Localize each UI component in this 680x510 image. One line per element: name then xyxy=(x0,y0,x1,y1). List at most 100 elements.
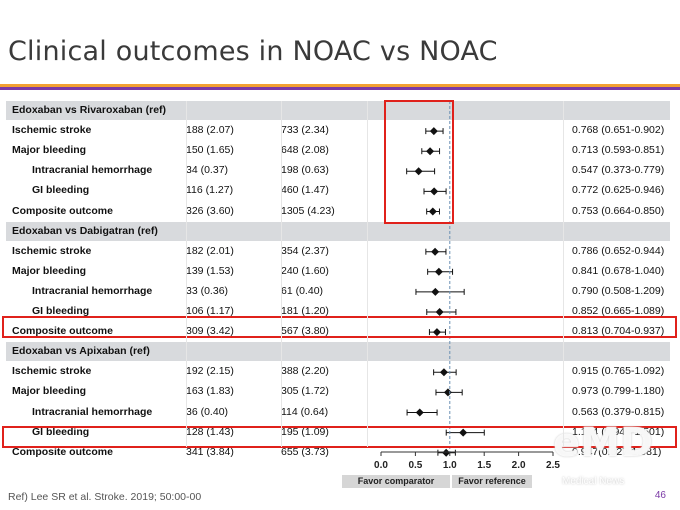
reference-events: 61 (0.40) xyxy=(281,284,324,297)
hazard-ratio-ci: 0.547 (0.373-0.779) xyxy=(572,164,665,177)
group-header-label: Edoxaban vs Dabigatran (ref) xyxy=(12,224,158,237)
hazard-ratio-point xyxy=(459,428,468,437)
reference-events: 195 (1.09) xyxy=(281,425,329,438)
table-row: Composite outcome 341 (3.84) 655 (3.73) 0.9… xyxy=(6,443,670,462)
comparator-events: 106 (1.17) xyxy=(186,305,234,317)
slide-title: Clinical outcomes in NOAC vs NOAC xyxy=(8,36,498,67)
title-underline-orange xyxy=(0,84,680,87)
hazard-ratio-ci: 0.772 (0.625-0.946) xyxy=(572,184,665,197)
outcome-label: Intracranial hemorrhage xyxy=(32,405,153,418)
comparator-events: 33 (0.36) xyxy=(186,284,229,297)
reference-events: 181 (1.20) xyxy=(281,305,329,317)
comparator-events: 150 (1.65) xyxy=(186,144,234,157)
reference-events: 114 (0.64) xyxy=(281,405,329,418)
hazard-ratio-point xyxy=(434,267,443,276)
x-tick-label: 2.5 xyxy=(546,460,560,471)
comparator-events: 309 (3.42) xyxy=(186,325,234,338)
hazard-ratio-point xyxy=(431,287,440,296)
comparator-events: 116 (1.27) xyxy=(186,184,234,197)
highlight-box-dabigatran-composite xyxy=(2,316,677,338)
table-row: Intracranial hemorrhage 33 (0.36) 61 (0.40… xyxy=(6,282,670,301)
hazard-ratio-ci: 0.753 (0.664-0.850) xyxy=(572,204,665,217)
outcome-label: Intracranial hemorrhage xyxy=(32,164,153,177)
legend-favor-reference: Favor reference xyxy=(452,475,532,488)
column-divider xyxy=(281,101,282,447)
comparator-events: 188 (2.07) xyxy=(186,124,234,137)
hazard-ratio-point xyxy=(414,167,423,176)
table-row: Ischemic stroke 188 (2.07) 733 (2.34) 0.768… xyxy=(6,121,670,140)
reference-events: 354 (2.37) xyxy=(281,244,329,257)
outcome-label: Composite outcome xyxy=(12,325,113,338)
hazard-ratio-ci: 0.786 (0.652-0.944) xyxy=(572,244,665,257)
highlight-box-apixaban-composite xyxy=(2,426,677,448)
hazard-ratio-ci: 0.973 (0.799-1.180) xyxy=(572,385,665,398)
hazard-ratio-ci: 0.713 (0.593-0.851) xyxy=(572,144,665,157)
x-tick-label: 1.5 xyxy=(477,460,491,471)
hazard-ratio-ci: 0.813 (0.704-0.937) xyxy=(572,325,665,338)
hazard-ratio-point xyxy=(435,308,444,316)
hazard-ratio-point xyxy=(442,448,451,457)
reference-events: 648 (2.08) xyxy=(281,144,329,157)
outcome-label: Composite outcome xyxy=(12,445,113,458)
hazard-ratio-point xyxy=(429,127,438,136)
comparator-events: 341 (3.84) xyxy=(186,445,234,458)
outcome-label: Ischemic stroke xyxy=(12,124,92,137)
comparator-events: 139 (1.53) xyxy=(186,264,234,277)
table-row: Intracranial hemorrhage 36 (0.40) 114 (0.6… xyxy=(6,403,670,422)
table-row: Intracranial hemorrhage 34 (0.37) 198 (0.6… xyxy=(6,161,670,180)
x-tick-label: 0.5 xyxy=(408,460,422,471)
x-tick-label: 1.0 xyxy=(443,460,457,471)
outcome-label: Major bleeding xyxy=(12,144,87,157)
reference-events: 460 (1.47) xyxy=(281,184,329,197)
group-header-label: Edoxaban vs Rivaroxaban (ref) xyxy=(12,104,167,116)
comparator-events: 34 (0.37) xyxy=(186,164,229,177)
table-row: Major bleeding 139 (1.53) 240 (1.60) 0.841 … xyxy=(6,262,670,281)
reference-citation: Ref) Lee SR et al. Stroke. 2019; 50:00-0… xyxy=(8,491,202,503)
outcome-label: GI bleeding xyxy=(32,305,90,317)
outcome-label: Composite outcome xyxy=(12,204,113,217)
hazard-ratio-point xyxy=(426,147,435,156)
hazard-ratio-ci: 0.841 (0.678-1.040) xyxy=(572,264,665,277)
table-row: Ischemic stroke 192 (2.15) 388 (2.20) 0.915… xyxy=(6,362,670,381)
comparator-events: 163 (1.83) xyxy=(186,385,234,398)
outcome-label: Intracranial hemorrhage xyxy=(32,284,153,297)
x-tick-label: 0.0 xyxy=(374,460,388,471)
hazard-ratio-ci: 0.563 (0.379-0.815) xyxy=(572,405,665,418)
table-row: Composite outcome 326 (3.60) 1305 (4.23) 0.… xyxy=(6,202,670,221)
outcome-label: Ischemic stroke xyxy=(12,365,92,378)
hazard-ratio-point xyxy=(443,388,452,397)
table-row: GI bleeding 128 (1.43) 195 (1.09) 1.194 (0.… xyxy=(6,423,670,442)
comparator-events: 36 (0.40) xyxy=(186,405,229,418)
hazard-ratio-point xyxy=(428,207,437,216)
outcome-label: GI bleeding xyxy=(32,184,90,197)
hazard-ratio-point xyxy=(415,408,424,417)
comparator-events: 192 (2.15) xyxy=(186,365,234,378)
reference-events: 655 (3.73) xyxy=(281,445,329,458)
hazard-ratio-point xyxy=(432,328,441,337)
hazard-ratio-ci: 0.852 (0.665-1.089) xyxy=(572,305,665,317)
outcome-label: GI bleeding xyxy=(32,425,90,438)
column-divider xyxy=(563,101,564,447)
hazard-ratio-ci: 0.947(0.827-1.081) xyxy=(572,445,662,458)
reference-events: 733 (2.34) xyxy=(281,124,329,137)
highlight-box-rivaroxaban-plot xyxy=(384,100,454,224)
table-row: Major bleeding 163 (1.83) 305 (1.72) 0.973 … xyxy=(6,382,670,401)
table-row: Composite outcome 309 (3.42) 567 (3.80) 0.8… xyxy=(6,322,670,341)
reference-events: 305 (1.72) xyxy=(281,385,329,398)
table-row: GI bleeding 106 (1.17) 181 (1.20) 0.852 (0.… xyxy=(6,302,670,321)
reference-events: 388 (2.20) xyxy=(281,365,329,378)
title-underline-purple xyxy=(0,87,680,90)
hazard-ratio-ci: 0.915 (0.765-1.092) xyxy=(572,365,665,378)
hazard-ratio-ci: 0.790 (0.508-1.209) xyxy=(572,284,665,297)
hazard-ratio-point xyxy=(439,368,448,377)
watermark-logo: eMD xyxy=(553,420,654,466)
outcome-label: Ischemic stroke xyxy=(12,244,92,257)
comparator-events: 326 (3.60) xyxy=(186,204,234,217)
group-header: Edoxaban vs Rivaroxaban (ref) xyxy=(6,101,670,120)
table-row: Major bleeding 150 (1.65) 648 (2.08) 0.713 … xyxy=(6,141,670,160)
outcome-label: Major bleeding xyxy=(12,264,87,277)
legend-favor-comparator: Favor comparator xyxy=(342,475,450,488)
column-divider xyxy=(367,101,368,447)
outcome-label: Major bleeding xyxy=(12,385,87,398)
